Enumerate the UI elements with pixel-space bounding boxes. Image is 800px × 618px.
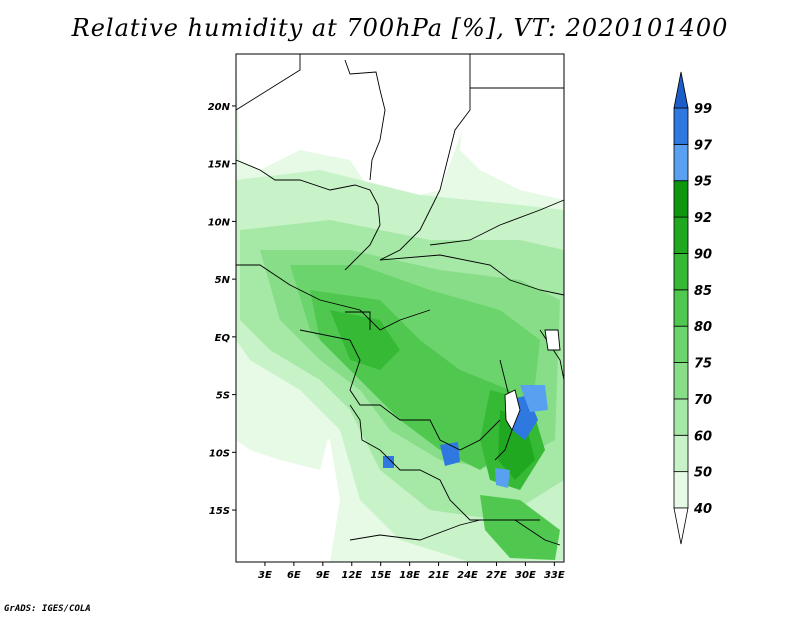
- humidity-contours: [236, 54, 564, 562]
- colorbar-label: 95: [694, 175, 712, 190]
- lat-tick-label: 20N: [208, 102, 231, 113]
- colorbar-bottom-triangle: [673, 507, 689, 545]
- lon-tick-label: 12E: [341, 570, 362, 581]
- colorbar: 40 50 60 70 75 80 85 90 92 95 97 99: [673, 71, 713, 545]
- lat-tick-label: 10S: [209, 448, 230, 459]
- colorbar-label: 99: [694, 102, 712, 117]
- colorbar-label: 97: [694, 138, 713, 153]
- country-border: [345, 311, 371, 330]
- latitude-axis: 20N 15N 10N 5N EQ 5S 10S 15S: [208, 102, 236, 517]
- colorbar-segment: [673, 471, 689, 509]
- lat-tick-label: 5S: [216, 391, 230, 402]
- country-borders: [235, 54, 565, 546]
- colorbar-segment: [673, 398, 689, 436]
- humidity-contour: [480, 495, 560, 560]
- country-border: [514, 519, 561, 546]
- colorbar-label: 70: [694, 393, 712, 408]
- map-title: Relative humidity at 700hPa [%], VT: 202…: [71, 14, 729, 42]
- lon-tick-label: 3E: [258, 570, 272, 581]
- humidity-contour: [383, 456, 394, 468]
- colorbar-segment: [673, 325, 689, 363]
- colorbar-label: 60: [694, 429, 712, 444]
- lon-tick-label: 33E: [544, 570, 565, 581]
- lon-tick-label: 6E: [287, 570, 301, 581]
- colorbar-segment: [673, 180, 689, 218]
- country-border: [299, 329, 501, 451]
- map-frame: [235, 53, 565, 563]
- humidity-contour: [236, 54, 470, 200]
- country-border: [379, 254, 565, 296]
- colorbar-label: 40: [693, 502, 712, 517]
- lat-tick-label: 5N: [215, 275, 231, 286]
- colorbar-segment: [673, 107, 689, 145]
- lon-tick-label: 15E: [370, 570, 391, 581]
- colorbar-label: 75: [694, 357, 712, 372]
- lon-tick-label: 9E: [316, 570, 330, 581]
- country-border: [349, 404, 540, 521]
- lon-tick-label: 18E: [399, 570, 420, 581]
- credit-label: GrADS: IGES/COLA: [4, 604, 91, 614]
- colorbar-segment: [673, 143, 689, 182]
- colorbar-segment: [673, 253, 689, 291]
- lake-outline: [544, 329, 561, 351]
- lon-tick-label: 27E: [486, 570, 507, 581]
- map-plot-area: [235, 53, 565, 563]
- country-border: [344, 59, 386, 181]
- country-border: [235, 159, 381, 271]
- colorbar-segment: [673, 362, 689, 400]
- colorbar-label: 50: [694, 466, 712, 481]
- lat-tick-label: 15S: [209, 506, 230, 517]
- colorbar-top-triangle: [673, 71, 689, 109]
- longitude-axis: 3E 6E 9E 12E 15E 18E 21E 24E 27E 30E 33E: [258, 562, 565, 581]
- lat-tick-label: 15N: [208, 160, 231, 171]
- country-border: [539, 329, 565, 381]
- lon-tick-label: 21E: [428, 570, 449, 581]
- country-border: [235, 54, 301, 111]
- colorbar-segment: [673, 216, 689, 254]
- colorbar-label: 92: [694, 211, 712, 226]
- country-border: [379, 54, 471, 261]
- lake-outline: [504, 389, 521, 432]
- country-border: [236, 264, 431, 331]
- lat-tick-label: EQ: [215, 333, 231, 344]
- lat-tick-label: 10N: [208, 217, 231, 228]
- country-border: [429, 199, 565, 246]
- colorbar-segment: [673, 289, 689, 327]
- colorbar-segment: [673, 434, 689, 473]
- country-border: [349, 519, 481, 541]
- humidity-contour: [236, 380, 330, 470]
- humidity-contour: [330, 310, 400, 370]
- humidity-contour: [495, 468, 510, 488]
- colorbar-label: 85: [694, 284, 712, 299]
- humidity-contour: [520, 385, 548, 412]
- humidity-contour: [460, 54, 564, 200]
- lon-tick-label: 30E: [515, 570, 536, 581]
- colorbar-label: 80: [694, 320, 712, 335]
- lon-tick-label: 24E: [457, 570, 478, 581]
- colorbar-label: 90: [694, 247, 712, 262]
